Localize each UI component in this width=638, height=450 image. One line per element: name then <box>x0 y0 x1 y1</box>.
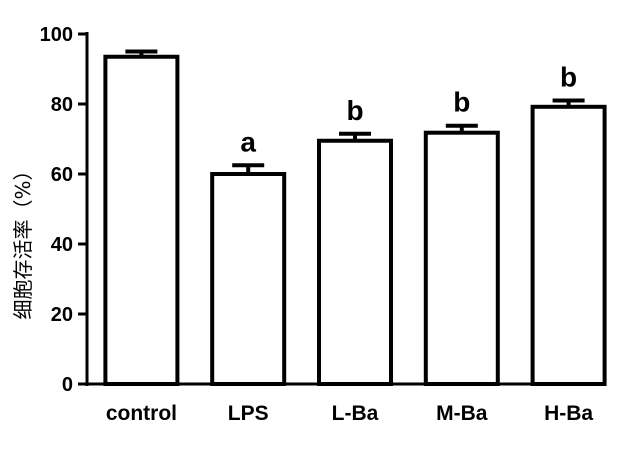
y-tick-label-100: 100 <box>40 24 73 46</box>
y-tick-label-60: 60 <box>51 164 73 186</box>
y-axis-label: 细胞存活率（%） <box>11 160 35 319</box>
x-tick-label-h-ba: H-Ba <box>544 402 593 425</box>
significance-label-l-ba: b <box>346 95 363 126</box>
bar-l-ba <box>317 138 393 386</box>
x-tick-label-lps: LPS <box>228 402 269 425</box>
x-axis: control LPS L-Ba M-Ba H-Ba <box>86 382 600 425</box>
y-tick-label-80: 80 <box>51 94 73 116</box>
y-tick-label-20: 20 <box>51 304 73 326</box>
y-axis: 0 20 40 60 80 100 <box>40 24 89 396</box>
bar-m-ba <box>423 130 500 386</box>
significance-label-h-ba: b <box>560 62 577 93</box>
bar-control <box>103 54 180 386</box>
bar-h-ba <box>530 104 607 387</box>
error-bars-group <box>125 49 585 174</box>
x-tick-label-l-ba: L-Ba <box>332 402 379 425</box>
y-tick-label-40: 40 <box>51 234 73 256</box>
significance-labels-group: a b b b <box>240 62 577 158</box>
y-tick-label-0: 0 <box>62 374 73 396</box>
bar-lps <box>210 172 287 386</box>
x-tick-label-control: control <box>106 402 177 425</box>
significance-label-lps: a <box>240 126 256 157</box>
x-tick-label-m-ba: M-Ba <box>436 402 488 425</box>
significance-label-m-ba: b <box>453 87 470 118</box>
